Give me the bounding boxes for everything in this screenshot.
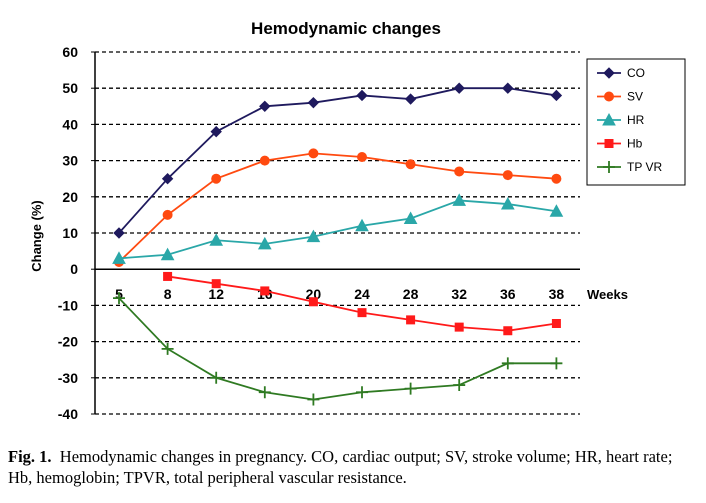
caption-label: Fig. 1. xyxy=(8,447,52,466)
data-point-co xyxy=(113,227,125,239)
data-point-tpvr xyxy=(307,393,320,406)
legend-marker-sv xyxy=(604,91,614,102)
data-point-tpvr xyxy=(113,292,125,305)
data-point-hb xyxy=(454,322,464,332)
series-co xyxy=(113,82,563,239)
data-point-co xyxy=(307,96,320,109)
data-point-hr xyxy=(452,193,467,206)
chart-title: Hemodynamic changes xyxy=(251,19,441,38)
y-tick-label: 20 xyxy=(62,189,78,205)
series-line-hr xyxy=(118,199,557,260)
chart: Hemodynamic changes Change (%) Weeks -40… xyxy=(29,19,686,422)
y-tick-label: 50 xyxy=(62,80,78,96)
caption-text: Hemodynamic changes in pregnancy. CO, ca… xyxy=(8,447,673,487)
data-point-hr xyxy=(403,211,418,225)
x-tick-label: 24 xyxy=(354,286,370,302)
data-point-hb xyxy=(211,279,221,289)
gridlines xyxy=(95,51,580,415)
data-point-hb xyxy=(551,319,561,328)
x-tick-label: 12 xyxy=(208,286,224,302)
data-point-tpvr xyxy=(501,357,514,370)
data-point-hb xyxy=(163,271,173,281)
legend-label-tpvr: TP VR xyxy=(627,160,662,174)
data-point-tpvr xyxy=(404,382,417,395)
x-tick-label: 28 xyxy=(403,286,419,302)
data-point-sv xyxy=(259,155,270,166)
data-point-hr xyxy=(355,218,369,232)
data-point-sv xyxy=(162,209,173,220)
series xyxy=(112,82,564,406)
data-point-sv xyxy=(551,173,562,184)
x-axis-label: Weeks xyxy=(587,287,628,302)
y-tick-label: -30 xyxy=(58,370,78,386)
legend-label-sv: SV xyxy=(627,90,643,104)
y-axis-label: Change (%) xyxy=(29,200,44,272)
data-point-co xyxy=(453,82,465,94)
data-point-sv xyxy=(502,170,513,181)
data-point-sv xyxy=(405,159,416,170)
y-tick-label: 0 xyxy=(70,261,78,277)
data-point-hr xyxy=(306,229,321,243)
legend-marker-hb xyxy=(604,139,614,148)
legend: CO SV HR Hb TP VR xyxy=(586,58,686,186)
data-point-tpvr xyxy=(550,357,563,370)
data-point-tpvr xyxy=(210,371,223,384)
data-point-co xyxy=(404,93,417,105)
data-point-hb xyxy=(406,315,416,325)
data-point-tpvr xyxy=(356,386,368,399)
data-point-co xyxy=(550,89,563,102)
x-tick-label: 32 xyxy=(451,286,467,302)
data-point-hr xyxy=(257,236,272,250)
legend-marker-hr xyxy=(602,112,616,126)
y-tick-label: 30 xyxy=(62,153,78,169)
data-point-tpvr xyxy=(161,342,174,355)
y-tick-label: 10 xyxy=(62,225,78,241)
data-point-co xyxy=(502,82,514,94)
data-point-hb xyxy=(357,308,367,318)
data-point-hb xyxy=(503,326,513,336)
series-hr xyxy=(112,193,564,264)
data-point-tpvr xyxy=(258,386,271,399)
series-hb xyxy=(163,271,561,336)
data-point-hr xyxy=(549,204,564,217)
legend-marker-co xyxy=(603,67,615,79)
data-point-hr xyxy=(209,233,224,246)
data-point-co xyxy=(161,172,174,185)
data-point-hr xyxy=(112,251,126,264)
data-point-hr xyxy=(500,196,515,210)
data-point-co xyxy=(259,100,271,113)
legend-marker-tpvr xyxy=(603,161,615,173)
data-point-co xyxy=(210,125,222,138)
legend-label-hb: Hb xyxy=(627,137,643,151)
data-point-sv xyxy=(454,166,465,177)
legend-label-co: CO xyxy=(627,66,645,80)
data-point-sv xyxy=(211,173,222,184)
data-point-sv xyxy=(308,148,319,159)
figure-caption: Fig. 1. Hemodynamic changes in pregnancy… xyxy=(8,446,698,488)
y-tick-label: 60 xyxy=(62,44,78,60)
x-tick-label: 36 xyxy=(500,286,516,302)
legend-label-hr: HR xyxy=(627,113,645,127)
series-line-sv xyxy=(118,152,557,263)
data-point-co xyxy=(356,89,368,102)
x-tick-label: 38 xyxy=(549,286,565,302)
legend-box xyxy=(586,58,686,186)
series-tpvr xyxy=(113,292,563,406)
x-tick-label: 8 xyxy=(164,286,172,302)
series-line-co xyxy=(118,87,557,234)
series-line-tpvr xyxy=(118,297,557,401)
data-point-tpvr xyxy=(453,379,466,392)
data-point-sv xyxy=(357,151,367,162)
series-line-hb xyxy=(167,275,557,332)
data-point-hb xyxy=(308,297,318,307)
data-point-hr xyxy=(160,247,175,261)
y-tick-label: -20 xyxy=(58,334,78,350)
data-point-hb xyxy=(260,286,270,296)
y-tick-label: 40 xyxy=(62,116,78,132)
y-tick-label: -10 xyxy=(58,297,78,313)
y-tick-label: -40 xyxy=(58,406,78,422)
